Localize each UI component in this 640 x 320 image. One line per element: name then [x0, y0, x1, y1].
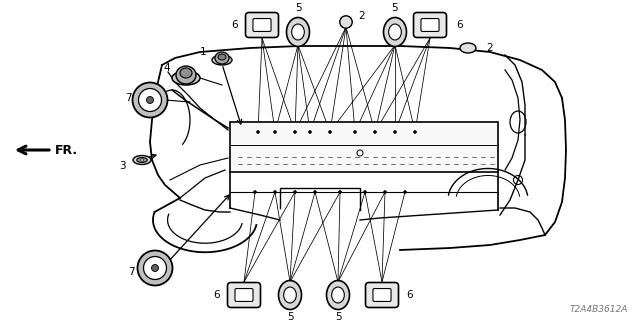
Text: 5: 5: [335, 312, 341, 320]
Ellipse shape: [340, 16, 352, 28]
Ellipse shape: [404, 191, 406, 193]
Text: 2: 2: [486, 43, 493, 53]
Ellipse shape: [147, 97, 154, 103]
Ellipse shape: [332, 287, 344, 303]
Ellipse shape: [133, 156, 151, 164]
Ellipse shape: [294, 131, 296, 133]
Ellipse shape: [328, 131, 332, 133]
Text: 6: 6: [406, 290, 413, 300]
Text: 2: 2: [358, 11, 365, 21]
Ellipse shape: [152, 265, 159, 271]
Ellipse shape: [218, 54, 226, 60]
Ellipse shape: [383, 18, 406, 46]
Text: 1: 1: [200, 47, 206, 57]
Ellipse shape: [287, 18, 310, 46]
Ellipse shape: [138, 89, 161, 111]
Ellipse shape: [138, 251, 173, 285]
Ellipse shape: [143, 257, 166, 279]
Ellipse shape: [388, 24, 401, 40]
Text: 4: 4: [163, 63, 170, 73]
Ellipse shape: [394, 131, 396, 133]
Ellipse shape: [308, 131, 312, 133]
Ellipse shape: [284, 287, 296, 303]
Ellipse shape: [383, 191, 387, 193]
Ellipse shape: [274, 131, 276, 133]
Ellipse shape: [460, 43, 476, 53]
FancyBboxPatch shape: [413, 12, 447, 37]
Text: 6: 6: [456, 20, 463, 30]
FancyBboxPatch shape: [227, 283, 260, 308]
Ellipse shape: [180, 68, 192, 78]
Ellipse shape: [374, 131, 376, 133]
Ellipse shape: [140, 159, 144, 161]
Text: 7: 7: [129, 267, 135, 277]
Text: 6: 6: [213, 290, 220, 300]
FancyBboxPatch shape: [235, 289, 253, 301]
Ellipse shape: [257, 131, 259, 133]
FancyBboxPatch shape: [365, 283, 399, 308]
Ellipse shape: [294, 191, 296, 193]
Ellipse shape: [364, 191, 366, 193]
Text: 5: 5: [392, 3, 398, 13]
FancyBboxPatch shape: [373, 289, 391, 301]
Text: 3: 3: [120, 161, 126, 171]
Bar: [230, 122, 498, 172]
Ellipse shape: [314, 191, 316, 193]
Ellipse shape: [354, 131, 356, 133]
FancyBboxPatch shape: [246, 12, 278, 37]
Ellipse shape: [413, 131, 417, 133]
Ellipse shape: [172, 71, 200, 85]
Ellipse shape: [176, 66, 196, 84]
Ellipse shape: [292, 24, 305, 40]
Ellipse shape: [132, 83, 168, 117]
Text: FR.: FR.: [55, 143, 78, 156]
FancyBboxPatch shape: [421, 19, 439, 31]
Ellipse shape: [339, 191, 341, 193]
Text: 5: 5: [287, 312, 293, 320]
Ellipse shape: [326, 281, 349, 309]
Ellipse shape: [212, 55, 232, 65]
Ellipse shape: [278, 281, 301, 309]
Ellipse shape: [137, 157, 147, 163]
Ellipse shape: [253, 191, 257, 193]
Text: T2A4B3612A: T2A4B3612A: [570, 305, 628, 314]
Text: 5: 5: [294, 3, 301, 13]
FancyBboxPatch shape: [253, 19, 271, 31]
Ellipse shape: [215, 52, 229, 64]
Text: 7: 7: [125, 93, 132, 103]
Text: 6: 6: [232, 20, 238, 30]
Ellipse shape: [274, 191, 276, 193]
